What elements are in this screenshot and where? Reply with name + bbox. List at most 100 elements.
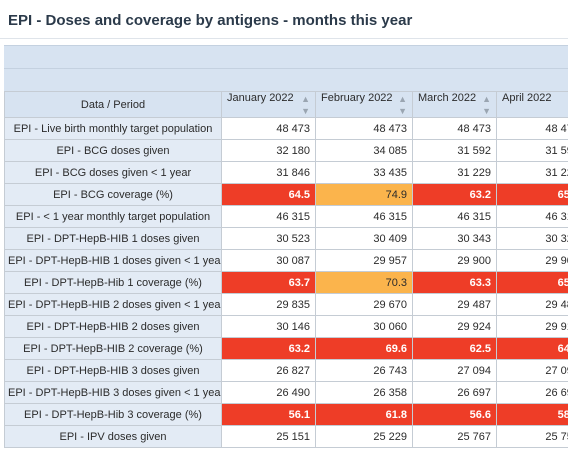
- sort-updown-icon[interactable]: ▲ ▼: [301, 94, 310, 116]
- row-label[interactable]: EPI - DPT-HepB-HIB 3 doses given < 1 yea…: [4, 381, 222, 404]
- table-row: EPI - DPT-HepB-Hib 3 coverage (%) 56.1 61.…: [4, 403, 568, 426]
- row-label[interactable]: EPI - DPT-HepB-Hib 1 coverage (%): [4, 271, 222, 294]
- table-cell[interactable]: 30 060: [315, 315, 413, 338]
- sort-updown-icon[interactable]: ▲ ▼: [482, 94, 491, 116]
- row-label[interactable]: EPI - IPV doses given: [4, 425, 222, 448]
- title-divider: [0, 38, 568, 39]
- table-cell[interactable]: 30 087: [221, 249, 316, 272]
- table-cell[interactable]: 26 827: [221, 359, 316, 382]
- pivot-table: Data / Period January 2022 ▲ ▼ February 2…: [4, 91, 568, 448]
- table-cell[interactable]: 34 085: [315, 139, 413, 162]
- row-label[interactable]: EPI - DPT-HepB-HIB 3 doses given: [4, 359, 222, 382]
- page-title: EPI - Doses and coverage by antigens - m…: [8, 12, 413, 29]
- table-cell[interactable]: 26 697: [496, 381, 568, 404]
- table-cell[interactable]: 33 435: [315, 161, 413, 184]
- table-cell[interactable]: 30 523: [221, 227, 316, 250]
- table-cell[interactable]: 32 180: [221, 139, 316, 162]
- table-cell[interactable]: 30 409: [315, 227, 413, 250]
- table-cell[interactable]: 29 835: [221, 293, 316, 316]
- table-cell[interactable]: 69.6: [315, 337, 413, 360]
- table-cell[interactable]: 29 487: [412, 293, 497, 316]
- table-cell[interactable]: 29 914: [496, 315, 568, 338]
- column-header-january[interactable]: January 2022 ▲ ▼: [221, 91, 316, 118]
- table-cell[interactable]: 46 315: [315, 205, 413, 228]
- sort-updown-icon[interactable]: ▲ ▼: [398, 94, 407, 116]
- table-cell[interactable]: 29 487: [496, 293, 568, 316]
- table-cell[interactable]: 63.2: [412, 183, 497, 206]
- table-cell[interactable]: 63.7: [221, 271, 316, 294]
- column-header-february[interactable]: February 2022 ▲ ▼: [315, 91, 413, 118]
- table-cell[interactable]: 64.6: [496, 337, 568, 360]
- table-cell[interactable]: 31 846: [221, 161, 316, 184]
- table-cell[interactable]: 46 315: [221, 205, 316, 228]
- table-cell[interactable]: 56.6: [412, 403, 497, 426]
- table-cell[interactable]: 25 756: [496, 425, 568, 448]
- row-label[interactable]: EPI - < 1 year monthly target population: [4, 205, 222, 228]
- table-cell[interactable]: 46 315: [412, 205, 497, 228]
- table-cell[interactable]: 26 490: [221, 381, 316, 404]
- column-header-march[interactable]: March 2022 ▲ ▼: [412, 91, 497, 118]
- table-cell[interactable]: 29 670: [315, 293, 413, 316]
- table-cell[interactable]: 29 900: [496, 249, 568, 272]
- table-row: EPI - DPT-HepB-HIB 3 doses given < 1 yea…: [4, 381, 568, 404]
- table-cell[interactable]: 25 151: [221, 425, 316, 448]
- table-cell[interactable]: 26 743: [315, 359, 413, 382]
- row-label[interactable]: EPI - BCG doses given: [4, 139, 222, 162]
- table-row: EPI - DPT-HepB-HIB 2 doses given < 1 yea…: [4, 293, 568, 316]
- table-cell[interactable]: 30 329: [496, 227, 568, 250]
- table-cell[interactable]: 31 592: [412, 139, 497, 162]
- table-cell[interactable]: 62.5: [412, 337, 497, 360]
- table-cell[interactable]: 27 094: [496, 359, 568, 382]
- table-cell[interactable]: 26 358: [315, 381, 413, 404]
- table-row: EPI - DPT-HepB-HIB 1 doses given < 1 yea…: [4, 249, 568, 272]
- table-cell[interactable]: 61.8: [315, 403, 413, 426]
- row-label[interactable]: EPI - BCG doses given < 1 year: [4, 161, 222, 184]
- table-cell[interactable]: 26 697: [412, 381, 497, 404]
- table-cell[interactable]: 25 229: [315, 425, 413, 448]
- table-cell[interactable]: 31 592: [496, 139, 568, 162]
- column-header-label: January 2022: [227, 92, 294, 105]
- row-label[interactable]: EPI - DPT-HepB-Hib 3 coverage (%): [4, 403, 222, 426]
- table-cell[interactable]: 29 957: [315, 249, 413, 272]
- table-cell[interactable]: 48 473: [221, 117, 316, 140]
- table-cell[interactable]: 29 900: [412, 249, 497, 272]
- table-row: EPI - IPV doses given 25 151 25 229 25 767 2…: [4, 425, 568, 448]
- pivot-header-band-top: [4, 45, 568, 69]
- table-cell[interactable]: 58.4: [496, 403, 568, 426]
- pivot-header-band: [4, 68, 568, 91]
- column-header-label: February 2022: [321, 92, 393, 105]
- table-cell[interactable]: 25 767: [412, 425, 497, 448]
- table-row: EPI - DPT-HepB-Hib 1 coverage (%) 63.7 70.…: [4, 271, 568, 294]
- table-row: EPI - DPT-HepB-HIB 2 doses given 30 146 30…: [4, 315, 568, 338]
- column-header-data-period[interactable]: Data / Period: [4, 91, 222, 118]
- table-row: EPI - < 1 year monthly target population…: [4, 205, 568, 228]
- table-row: EPI - DPT-HepB-HIB 3 doses given 26 827 26…: [4, 359, 568, 382]
- table-cell[interactable]: 48 473: [315, 117, 413, 140]
- table-cell[interactable]: 63.2: [221, 337, 316, 360]
- table-cell[interactable]: 31 229: [496, 161, 568, 184]
- table-cell[interactable]: 30 343: [412, 227, 497, 250]
- table-cell[interactable]: 65.3: [496, 183, 568, 206]
- table-cell[interactable]: 65.5: [496, 271, 568, 294]
- table-cell[interactable]: 64.5: [221, 183, 316, 206]
- row-label[interactable]: EPI - DPT-HepB-HIB 2 coverage (%): [4, 337, 222, 360]
- table-cell[interactable]: 74.9: [315, 183, 413, 206]
- table-cell[interactable]: 56.1: [221, 403, 316, 426]
- table-cell[interactable]: 70.3: [315, 271, 413, 294]
- table-cell[interactable]: 31 229: [412, 161, 497, 184]
- table-cell[interactable]: 46 315: [496, 205, 568, 228]
- column-header-april[interactable]: April 2022 ▲▼: [496, 91, 568, 118]
- row-label[interactable]: EPI - DPT-HepB-HIB 1 doses given: [4, 227, 222, 250]
- table-row: EPI - DPT-HepB-HIB 1 doses given 30 523 30…: [4, 227, 568, 250]
- table-cell[interactable]: 63.3: [412, 271, 497, 294]
- row-label[interactable]: EPI - DPT-HepB-HIB 1 doses given < 1 yea…: [4, 249, 222, 272]
- table-cell[interactable]: 48 473: [412, 117, 497, 140]
- table-cell[interactable]: 48 473: [496, 117, 568, 140]
- table-cell[interactable]: 27 094: [412, 359, 497, 382]
- row-label[interactable]: EPI - DPT-HepB-HIB 2 doses given < 1 yea…: [4, 293, 222, 316]
- row-label[interactable]: EPI - BCG coverage (%): [4, 183, 222, 206]
- table-cell[interactable]: 30 146: [221, 315, 316, 338]
- row-label[interactable]: EPI - Live birth monthly target populati…: [4, 117, 222, 140]
- table-cell[interactable]: 29 924: [412, 315, 497, 338]
- row-label[interactable]: EPI - DPT-HepB-HIB 2 doses given: [4, 315, 222, 338]
